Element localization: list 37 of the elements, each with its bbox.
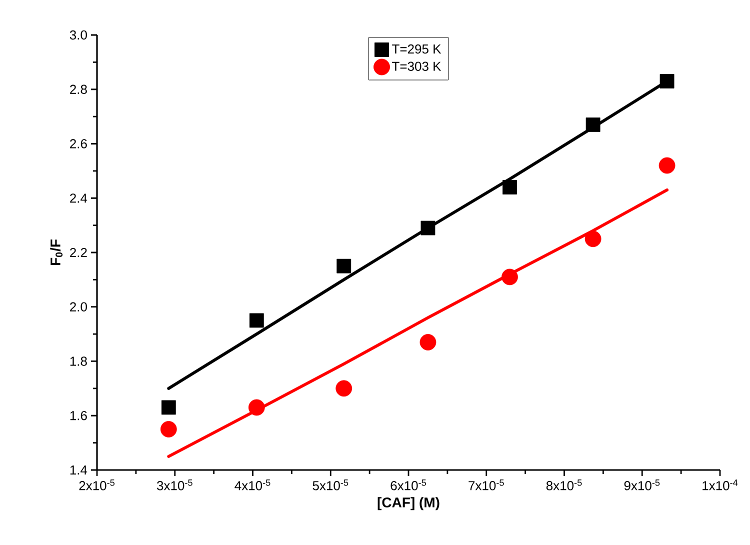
- point: [660, 74, 674, 88]
- y-tick-label: 2.8: [70, 84, 87, 94]
- point: [161, 400, 176, 415]
- x-tick-label: 7x10$^{-5}$: [468, 480, 504, 490]
- y-tick-label: 1.8: [70, 356, 87, 366]
- x-tick-label: 2x10$^{-5}$: [79, 480, 115, 490]
- y-tick-label: 2.0: [70, 302, 87, 312]
- point: [586, 118, 600, 132]
- text: F$_{0}$/F: [50, 240, 63, 266]
- legend-label: T=303 K: [392, 62, 442, 71]
- x-tick-label: 4x10$^{-5}$: [234, 480, 270, 490]
- point: [420, 220, 436, 236]
- x-tick-label: 6x10$^{-5}$: [390, 480, 426, 490]
- point: [502, 180, 517, 194]
- point: [658, 157, 676, 174]
- x-tick-label: 9x10$^{-5}$: [624, 480, 660, 490]
- point: [502, 268, 518, 286]
- point: [248, 399, 265, 416]
- point: [160, 421, 177, 438]
- point: [336, 258, 352, 274]
- y-tick-label: 2.6: [70, 139, 87, 148]
- y-tick-label: 1.4: [70, 466, 88, 474]
- line-series: [167, 188, 669, 458]
- y-tick-label: 2.2: [70, 248, 87, 258]
- point: [420, 334, 436, 350]
- point: [584, 230, 602, 248]
- x-tick-label: 1x10$^{-4}$: [702, 480, 738, 490]
- x-axis-title: [CAF] (M): [378, 497, 440, 510]
- x-tick-label: 3x10$^{-5}$: [156, 480, 192, 490]
- y-tick-label: 2.4: [70, 194, 88, 203]
- point: [249, 313, 264, 328]
- point: [336, 380, 352, 397]
- x-tick-label: 5x10$^{-5}$: [312, 480, 348, 490]
- y-tick-label: 1.6: [70, 411, 87, 420]
- legend-label: T=295 K: [392, 44, 442, 54]
- x-tick-label: 8x10$^{-5}$: [546, 480, 582, 490]
- y-tick-label: 3.0: [70, 30, 87, 40]
